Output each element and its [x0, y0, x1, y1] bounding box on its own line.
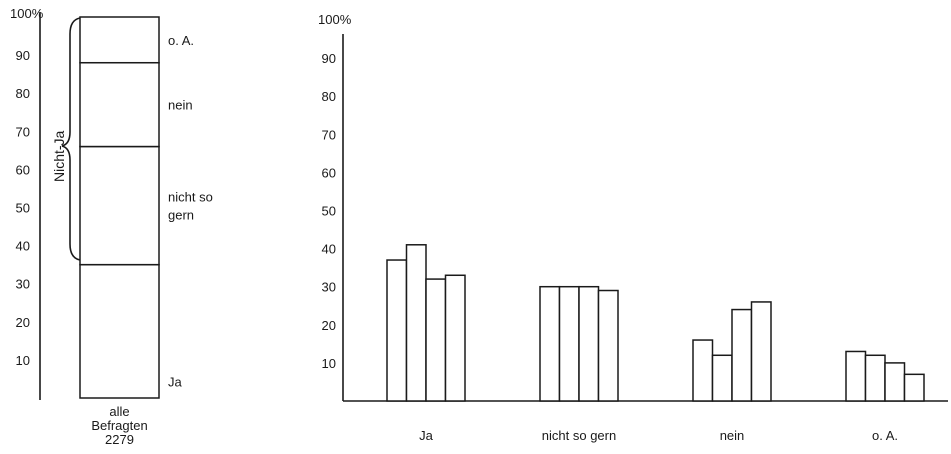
- stacked-segment-o-a-: [79, 16, 160, 64]
- right-y-tick-label: 10: [322, 356, 336, 371]
- category-label-ja: Ja: [419, 428, 434, 443]
- category-labels: Ja nicht so gern nein o. A.: [419, 428, 898, 443]
- right-y-tick-label: 60: [322, 165, 336, 180]
- left-y-tick-label: 50: [16, 201, 30, 216]
- bar-nein-3: [731, 308, 753, 402]
- right-y-tick-label: 20: [322, 318, 336, 333]
- stacked-segment-label: o. A.: [168, 33, 194, 48]
- stacked-segment-nein: [79, 61, 160, 148]
- right-y-tick-label: 30: [322, 280, 336, 295]
- left-y-tick-label: 10: [16, 353, 30, 368]
- left-y-tick-label: 60: [16, 162, 30, 177]
- right-y-top-label: 100%: [318, 12, 352, 27]
- bar-nein-2: [711, 354, 733, 402]
- stacked-bar: [79, 16, 160, 399]
- bar-ja-3: [425, 278, 447, 402]
- nicht-ja-brace-label: Nicht-Ja: [51, 130, 67, 182]
- stacked-bar-caption-line: alle: [109, 404, 129, 419]
- left-chart: 100% 10 20 30 40 50 60 70 80 90 Ja nicht so gern ne…: [10, 6, 213, 447]
- category-label-nicht-so-gern: nicht so gern: [542, 428, 616, 443]
- right-y-tick-labels: 10 20 30 40 50 60 70 80 90: [322, 51, 336, 371]
- left-y-tick-label: 90: [16, 48, 30, 63]
- right-y-tick-label: 80: [322, 89, 336, 104]
- bar-ja-4: [444, 274, 466, 402]
- stacked-segment-label: nicht so: [168, 190, 213, 205]
- bar-nein-1: [692, 339, 714, 402]
- right-y-tick-label: 40: [322, 242, 336, 257]
- right-chart: 100% 10 20 30 40 50 60 70 80 90 Ja nicht so gern n…: [318, 12, 948, 443]
- left-y-top-label: 100%: [10, 6, 44, 21]
- left-y-tick-label: 30: [16, 277, 30, 292]
- bar-nicht-so-gern-4: [597, 289, 619, 402]
- bar-nicht-so-gern-1: [539, 285, 561, 402]
- bar-nicht-so-gern-3: [578, 285, 600, 402]
- bar-ja-1: [386, 259, 408, 402]
- bar-o-a-1: [845, 350, 867, 402]
- stacked-bar-caption-line: 2279: [105, 432, 134, 447]
- stacked-segment-nicht-so-gern: [79, 145, 160, 266]
- nicht-ja-brace: [61, 17, 81, 261]
- bar-ja-2: [405, 244, 427, 402]
- category-label-nein: nein: [720, 428, 745, 443]
- stacked-segment-label: gern: [168, 208, 194, 223]
- bar-nicht-so-gern-2: [558, 285, 580, 402]
- left-y-tick-label: 40: [16, 239, 30, 254]
- stacked-segment-label: nein: [168, 98, 193, 113]
- left-y-tick-label: 20: [16, 315, 30, 330]
- bar-o-a-3: [884, 362, 906, 402]
- bar-o-a-2: [864, 354, 886, 402]
- left-y-tick-label: 70: [16, 124, 30, 139]
- category-label-o-a: o. A.: [872, 428, 898, 443]
- left-y-tick-labels: 10 20 30 40 50 60 70 80 90: [16, 48, 30, 368]
- right-y-tick-label: 70: [322, 127, 336, 142]
- stacked-bar-segment-labels: Ja nicht so gern nein o. A.: [168, 33, 213, 390]
- right-y-tick-label: 90: [322, 51, 336, 66]
- right-y-tick-label: 50: [322, 204, 336, 219]
- stacked-bar-caption-line: Befragten: [91, 418, 147, 433]
- bar-nein-4: [750, 301, 772, 402]
- grouped-bars: [386, 244, 925, 402]
- bar-o-a-4: [903, 373, 925, 402]
- left-y-tick-label: 80: [16, 86, 30, 101]
- stacked-segment-label: Ja: [168, 375, 183, 390]
- stacked-segment-ja: [79, 263, 160, 399]
